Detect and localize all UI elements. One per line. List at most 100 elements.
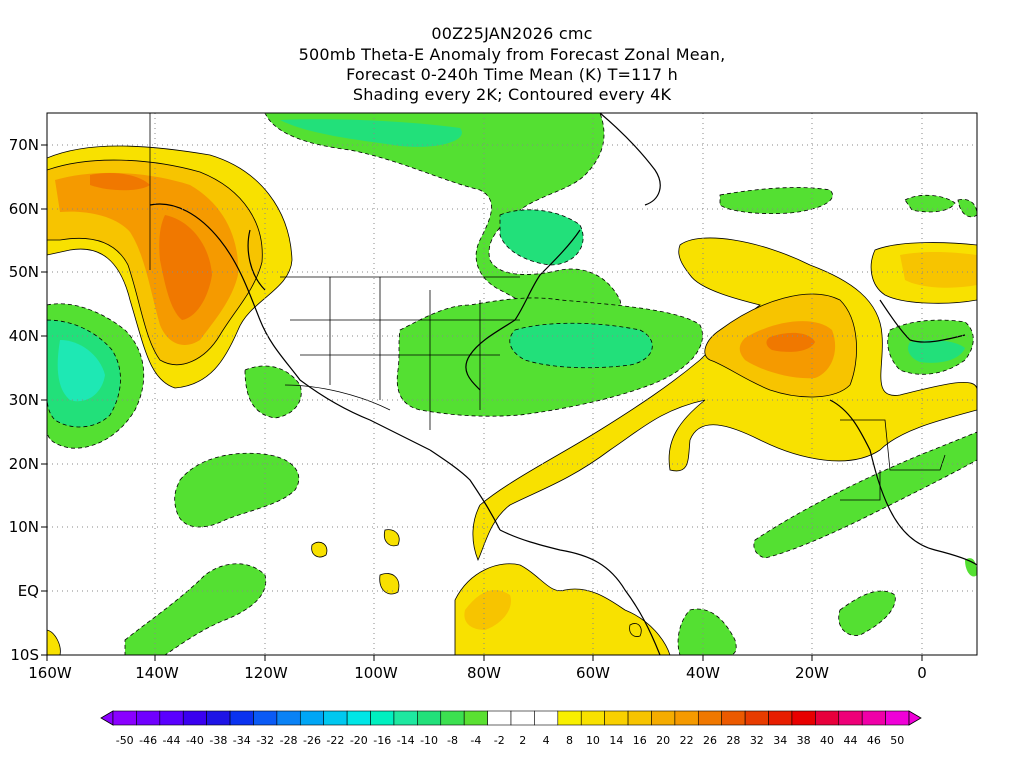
lon-label: 100W bbox=[354, 664, 398, 682]
anomaly-cold bbox=[47, 113, 977, 655]
colorbar-label: -46 bbox=[139, 734, 157, 747]
colorbar-swatch bbox=[346, 710, 371, 726]
colorbar-label: 20 bbox=[656, 734, 670, 747]
lon-label: 20W bbox=[795, 664, 829, 682]
lon-label: 120W bbox=[244, 664, 288, 682]
lat-label: 60N bbox=[9, 200, 39, 218]
lat-label: EQ bbox=[18, 582, 39, 600]
colorbar-label: -14 bbox=[397, 734, 415, 747]
colorbar-label: -4 bbox=[470, 734, 481, 747]
colorbar-swatch bbox=[440, 710, 465, 726]
colorbar-swatch bbox=[253, 710, 278, 726]
anomaly-warm-pacific bbox=[47, 145, 293, 389]
anomaly-warm-tropics bbox=[47, 529, 671, 655]
colorbar-swatch bbox=[206, 710, 231, 726]
lat-label: 10S bbox=[10, 646, 39, 664]
colorbar-low-arrow bbox=[100, 710, 114, 726]
lon-label: 60W bbox=[576, 664, 610, 682]
lon-label: 140W bbox=[135, 664, 179, 682]
colorbar-label: -22 bbox=[326, 734, 344, 747]
colorbar-swatch bbox=[838, 710, 863, 726]
title-line-2: 500mb Theta-E Anomaly from Forecast Zona… bbox=[298, 45, 726, 64]
lat-label: 30N bbox=[9, 391, 39, 409]
colorbar-label: 22 bbox=[680, 734, 694, 747]
colorbar-swatch bbox=[627, 710, 652, 726]
colorbar-label: 16 bbox=[633, 734, 647, 747]
colorbar-label: 32 bbox=[750, 734, 764, 747]
colorbar-swatch bbox=[791, 710, 816, 726]
lat-label: 50N bbox=[9, 263, 39, 281]
colorbar-swatch bbox=[112, 710, 137, 726]
colorbar-label: 26 bbox=[703, 734, 717, 747]
colorbar-swatch bbox=[323, 710, 348, 726]
lat-label: 40N bbox=[9, 327, 39, 345]
colorbar-label: -28 bbox=[280, 734, 298, 747]
colorbar-swatch bbox=[393, 710, 418, 726]
colorbar-swatch bbox=[815, 710, 840, 726]
graticule bbox=[47, 113, 977, 655]
colorbar-swatch bbox=[370, 710, 395, 726]
colorbar-swatch bbox=[580, 710, 605, 726]
political-borders bbox=[280, 276, 946, 501]
colorbar-swatch bbox=[744, 710, 769, 726]
colorbar-label: -50 bbox=[116, 734, 134, 747]
colorbar-label: 50 bbox=[890, 734, 904, 747]
colorbar-swatch bbox=[299, 710, 325, 726]
colorbar-swatch bbox=[487, 710, 512, 726]
lon-label: 80W bbox=[467, 664, 501, 682]
colorbar-swatch bbox=[861, 710, 886, 726]
colorbar-swatch bbox=[182, 710, 207, 726]
colorbar-label: 46 bbox=[867, 734, 881, 747]
colorbar-swatch bbox=[604, 710, 629, 726]
title-line-1: 00Z25JAN2026 cmc bbox=[431, 24, 593, 43]
colorbar-label: 8 bbox=[566, 734, 573, 747]
title-line-4: Shading every 2K; Contoured every 4K bbox=[352, 85, 672, 104]
colorbar-label: -32 bbox=[256, 734, 274, 747]
lon-label: 160W bbox=[28, 664, 72, 682]
colorbar-label: -8 bbox=[447, 734, 458, 747]
colorbar-swatch bbox=[229, 710, 254, 726]
lon-axis: 160W 140W 120W 100W 80W 60W 40W 20W 0 bbox=[28, 655, 927, 682]
colorbar-swatch bbox=[136, 710, 161, 726]
lat-label: 10N bbox=[9, 518, 39, 536]
colorbar-swatch bbox=[159, 710, 184, 726]
colorbar-swatch bbox=[417, 710, 442, 726]
lat-label: 20N bbox=[9, 455, 39, 473]
colorbar-label: -20 bbox=[350, 734, 368, 747]
colorbar-label: -34 bbox=[233, 734, 251, 747]
colorbar-label: 28 bbox=[726, 734, 740, 747]
lon-label: 40W bbox=[686, 664, 720, 682]
colorbar-label: 2 bbox=[519, 734, 526, 747]
lat-axis: 70N 60N 50N 40N 30N 20N 10N EQ 10S bbox=[9, 136, 47, 664]
colorbar-swatch bbox=[276, 710, 301, 726]
colorbar-label: -26 bbox=[303, 734, 321, 747]
lon-label: 0 bbox=[917, 664, 927, 682]
colorbar-label: 14 bbox=[609, 734, 623, 747]
colorbar-swatch bbox=[721, 710, 746, 726]
colorbar-swatch bbox=[697, 710, 722, 726]
colorbar-label: -38 bbox=[209, 734, 227, 747]
map-frame bbox=[46, 112, 978, 656]
colorbar-label: -16 bbox=[373, 734, 391, 747]
colorbar-swatch bbox=[674, 710, 699, 726]
colorbar-swatch bbox=[651, 710, 676, 726]
colorbar-label: -40 bbox=[186, 734, 204, 747]
map-plot-area bbox=[47, 113, 977, 655]
colorbar-high-arrow bbox=[908, 710, 922, 726]
lat-label: 70N bbox=[9, 136, 39, 154]
colorbar-label: 4 bbox=[543, 734, 550, 747]
colorbar-label: 44 bbox=[843, 734, 857, 747]
colorbar-label: -10 bbox=[420, 734, 438, 747]
colorbar-label: 10 bbox=[586, 734, 600, 747]
title-line-3: Forecast 0-240h Time Mean (K) T=117 h bbox=[346, 65, 678, 84]
colorbar-swatch bbox=[510, 710, 535, 726]
colorbar-label: 34 bbox=[773, 734, 787, 747]
colorbar-swatch bbox=[768, 710, 793, 726]
colorbar-swatch bbox=[557, 710, 582, 726]
colorbar-label: -2 bbox=[494, 734, 505, 747]
colorbar-swatch bbox=[534, 710, 559, 726]
colorbar-label: 40 bbox=[820, 734, 834, 747]
colorbar-label: -44 bbox=[163, 734, 181, 747]
colorbar-label: 38 bbox=[797, 734, 811, 747]
